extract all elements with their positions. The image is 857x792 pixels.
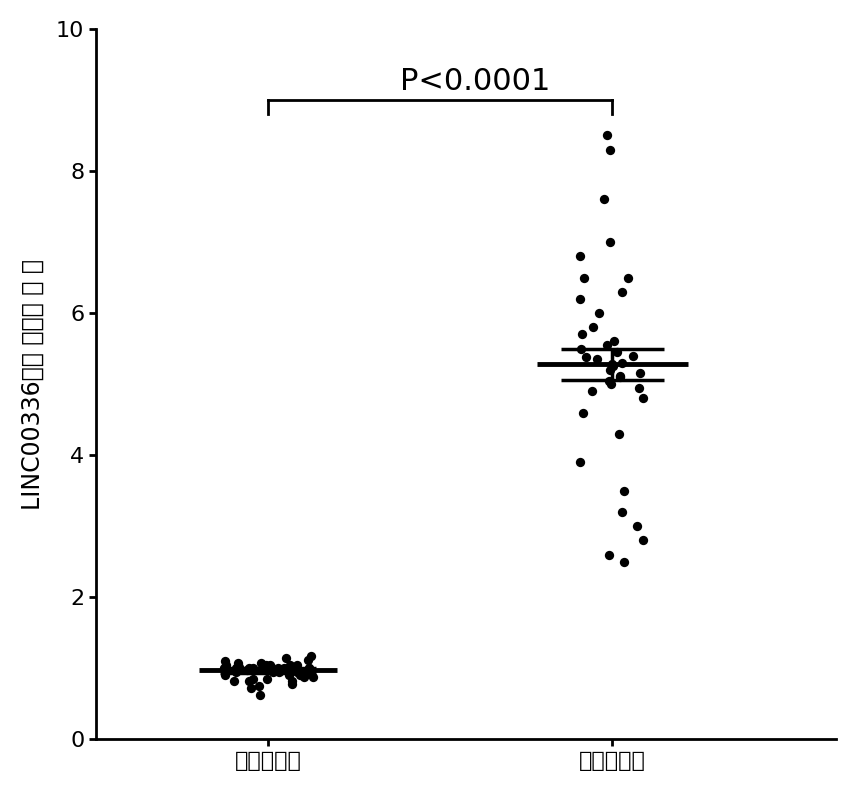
Point [219, 658, 233, 671]
Point [291, 658, 304, 671]
Point [636, 534, 650, 546]
Point [596, 193, 610, 206]
Point [253, 689, 267, 702]
Point [592, 307, 606, 319]
Point [271, 662, 285, 675]
Point [285, 662, 299, 675]
Point [303, 662, 316, 675]
Point [285, 675, 299, 687]
Point [253, 680, 267, 692]
Point [266, 665, 279, 678]
Point [232, 661, 246, 673]
Point [586, 321, 600, 333]
Point [257, 662, 271, 675]
Point [585, 385, 599, 398]
Point [218, 655, 231, 668]
Text: P<0.0001: P<0.0001 [399, 67, 550, 97]
Point [231, 657, 245, 669]
Point [626, 349, 640, 362]
Point [603, 364, 617, 376]
Point [285, 678, 299, 691]
Point [600, 339, 614, 352]
Point [615, 285, 629, 298]
Point [260, 672, 273, 685]
Point [636, 392, 650, 405]
Point [217, 662, 231, 675]
Point [577, 271, 590, 284]
Point [255, 657, 268, 670]
Point [573, 456, 587, 469]
Point [219, 669, 232, 682]
Point [607, 335, 620, 348]
Point [631, 520, 644, 532]
Y-axis label: LINC00336相对 表达量 水 平: LINC00336相对 表达量 水 平 [21, 259, 45, 509]
Point [574, 342, 588, 355]
Point [602, 374, 615, 386]
Point [247, 672, 261, 685]
Point [302, 662, 315, 675]
Point [590, 353, 604, 366]
Point [283, 658, 297, 671]
Point [606, 360, 620, 373]
Point [231, 662, 244, 675]
Point [612, 428, 626, 440]
Point [246, 662, 260, 675]
Point [229, 662, 243, 675]
Point [279, 651, 293, 664]
Point [632, 381, 646, 394]
Point [613, 371, 626, 383]
Point [299, 668, 313, 680]
Point [573, 249, 587, 262]
Point [290, 665, 303, 678]
Point [615, 356, 629, 369]
Point [244, 682, 258, 695]
Point [282, 669, 296, 682]
Point [603, 143, 617, 156]
Point [293, 669, 307, 682]
Point [610, 346, 624, 359]
Point [621, 271, 635, 284]
Point [632, 367, 646, 380]
Point [613, 369, 626, 382]
Point [303, 667, 316, 680]
Point [573, 292, 587, 305]
Point [601, 129, 614, 142]
Point [306, 671, 320, 683]
Point [259, 658, 273, 671]
Point [242, 675, 255, 687]
Point [576, 406, 590, 419]
Point [265, 661, 279, 673]
Point [243, 662, 256, 675]
Point [273, 665, 286, 678]
Point [304, 649, 318, 662]
Point [575, 328, 589, 341]
Point [617, 485, 631, 497]
Point [227, 675, 241, 687]
Point [263, 658, 277, 671]
Point [615, 505, 629, 518]
Point [301, 653, 315, 666]
Point [605, 358, 619, 371]
Point [297, 671, 311, 683]
Point [579, 351, 593, 364]
Point [277, 662, 291, 675]
Point [604, 378, 618, 390]
Point [603, 236, 617, 249]
Point [240, 664, 254, 676]
Point [229, 665, 243, 678]
Point [617, 555, 631, 568]
Point [602, 548, 615, 561]
